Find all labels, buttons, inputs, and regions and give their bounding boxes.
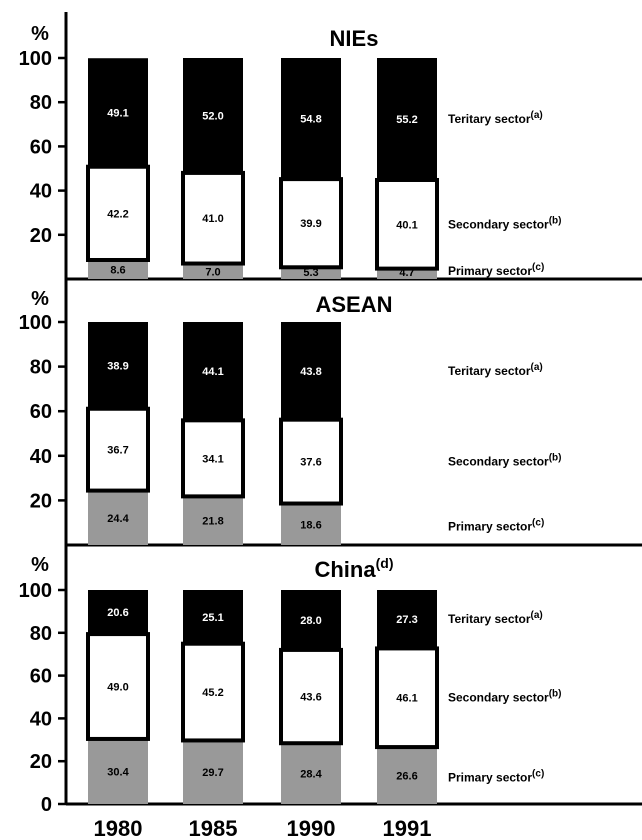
series-label: Teritary sector(a) bbox=[448, 110, 543, 126]
panel-title: China(d) bbox=[314, 555, 393, 582]
series-label-text: Primary sector bbox=[448, 771, 532, 785]
data-label: 18.6 bbox=[300, 519, 321, 531]
data-label: 28.0 bbox=[300, 615, 321, 627]
y-tick-label: 100 bbox=[19, 312, 52, 334]
data-label: 28.4 bbox=[300, 769, 322, 781]
series-label: Primary sector(c) bbox=[448, 262, 544, 278]
x-tick-label: 1985 bbox=[189, 816, 238, 840]
y-axis-unit: % bbox=[31, 23, 49, 45]
series-label-sup: (c) bbox=[532, 517, 544, 528]
series-label-text: Secondary sector bbox=[448, 691, 549, 705]
y-tick-label: 80 bbox=[30, 92, 52, 114]
y-tick-label: 20 bbox=[30, 225, 52, 247]
data-label: 43.6 bbox=[300, 692, 321, 704]
series-label-text: Teritary sector bbox=[448, 612, 531, 626]
data-label: 46.1 bbox=[396, 693, 417, 705]
series-label: Primary sector(c) bbox=[448, 769, 544, 785]
series-label-sup: (c) bbox=[532, 262, 544, 273]
series-label: Secondary sector(b) bbox=[448, 453, 562, 469]
panel-title-text: NIEs bbox=[330, 26, 379, 51]
series-label-text: Teritary sector bbox=[448, 364, 531, 378]
series-label-sup: (a) bbox=[530, 110, 542, 121]
data-label: 54.8 bbox=[300, 114, 321, 126]
series-label: Secondary sector(b) bbox=[448, 215, 562, 231]
y-tick-label: 100 bbox=[19, 48, 52, 70]
y-axis-unit: % bbox=[31, 554, 49, 576]
x-tick-label: 1990 bbox=[287, 816, 336, 840]
data-label: 41.0 bbox=[202, 213, 223, 225]
data-label: 26.6 bbox=[396, 771, 417, 783]
y-tick-label: 80 bbox=[30, 357, 52, 379]
y-tick-label: 40 bbox=[30, 181, 52, 203]
data-label: 55.2 bbox=[396, 114, 417, 126]
data-label: 52.0 bbox=[202, 110, 223, 122]
y-tick-label: 100 bbox=[19, 580, 52, 602]
series-label-sup: (a) bbox=[530, 610, 542, 621]
series-label-text: Primary sector bbox=[448, 264, 532, 278]
data-label: 45.2 bbox=[202, 687, 223, 699]
series-label-sup: (c) bbox=[532, 769, 544, 780]
series-label: Primary sector(c) bbox=[448, 517, 544, 533]
data-label: 40.1 bbox=[396, 219, 417, 231]
panel-title-text: ASEAN bbox=[315, 292, 392, 317]
series-label: Secondary sector(b) bbox=[448, 689, 562, 705]
y-tick-label: 0 bbox=[41, 794, 52, 816]
series-label: Teritary sector(a) bbox=[448, 362, 543, 378]
panel-title-text: China bbox=[314, 557, 376, 582]
y-tick-label: 60 bbox=[30, 401, 52, 423]
y-tick-label: 80 bbox=[30, 623, 52, 645]
x-tick-label: 1980 bbox=[94, 816, 143, 840]
series-label-text: Secondary sector bbox=[448, 455, 549, 469]
panel-title: ASEAN bbox=[315, 292, 392, 317]
data-label: 34.1 bbox=[202, 453, 223, 465]
y-tick-label: 60 bbox=[30, 136, 52, 158]
data-label: 44.1 bbox=[202, 366, 223, 378]
series-label-text: Secondary sector bbox=[448, 217, 549, 231]
series-label: Teritary sector(a) bbox=[448, 610, 543, 626]
data-label: 42.2 bbox=[107, 208, 128, 220]
panel-title: NIEs bbox=[330, 26, 379, 51]
y-tick-label: 20 bbox=[30, 751, 52, 773]
series-label-sup: (b) bbox=[549, 453, 562, 464]
series-label-sup: (a) bbox=[530, 362, 542, 373]
data-label: 27.3 bbox=[396, 614, 417, 626]
y-tick-label: 40 bbox=[30, 446, 52, 468]
data-label: 25.1 bbox=[202, 612, 223, 624]
data-label: 38.9 bbox=[107, 360, 128, 372]
data-label: 37.6 bbox=[300, 457, 321, 469]
data-label: 8.6 bbox=[110, 264, 125, 276]
panel-title-sup: (d) bbox=[376, 555, 394, 571]
series-label-sup: (b) bbox=[549, 689, 562, 700]
y-tick-label: 40 bbox=[30, 708, 52, 730]
data-label: 24.4 bbox=[107, 513, 129, 525]
data-label: 30.4 bbox=[107, 766, 129, 778]
data-label: 43.8 bbox=[300, 366, 321, 378]
series-label-sup: (b) bbox=[549, 215, 562, 226]
y-axis-unit: % bbox=[31, 288, 49, 310]
data-label: 36.7 bbox=[107, 445, 128, 457]
data-label: 21.8 bbox=[202, 516, 223, 528]
data-label: 7.0 bbox=[205, 266, 220, 278]
series-label-text: Teritary sector bbox=[448, 112, 531, 126]
data-label: 49.1 bbox=[107, 107, 128, 119]
x-tick-label: 1991 bbox=[383, 816, 432, 840]
data-label: 20.6 bbox=[107, 607, 128, 619]
series-label-text: Primary sector bbox=[448, 519, 532, 533]
y-tick-label: 20 bbox=[30, 490, 52, 512]
data-label: 49.0 bbox=[107, 682, 128, 694]
data-label: 29.7 bbox=[202, 767, 223, 779]
y-tick-label: 60 bbox=[30, 666, 52, 688]
data-label: 39.9 bbox=[300, 218, 321, 230]
